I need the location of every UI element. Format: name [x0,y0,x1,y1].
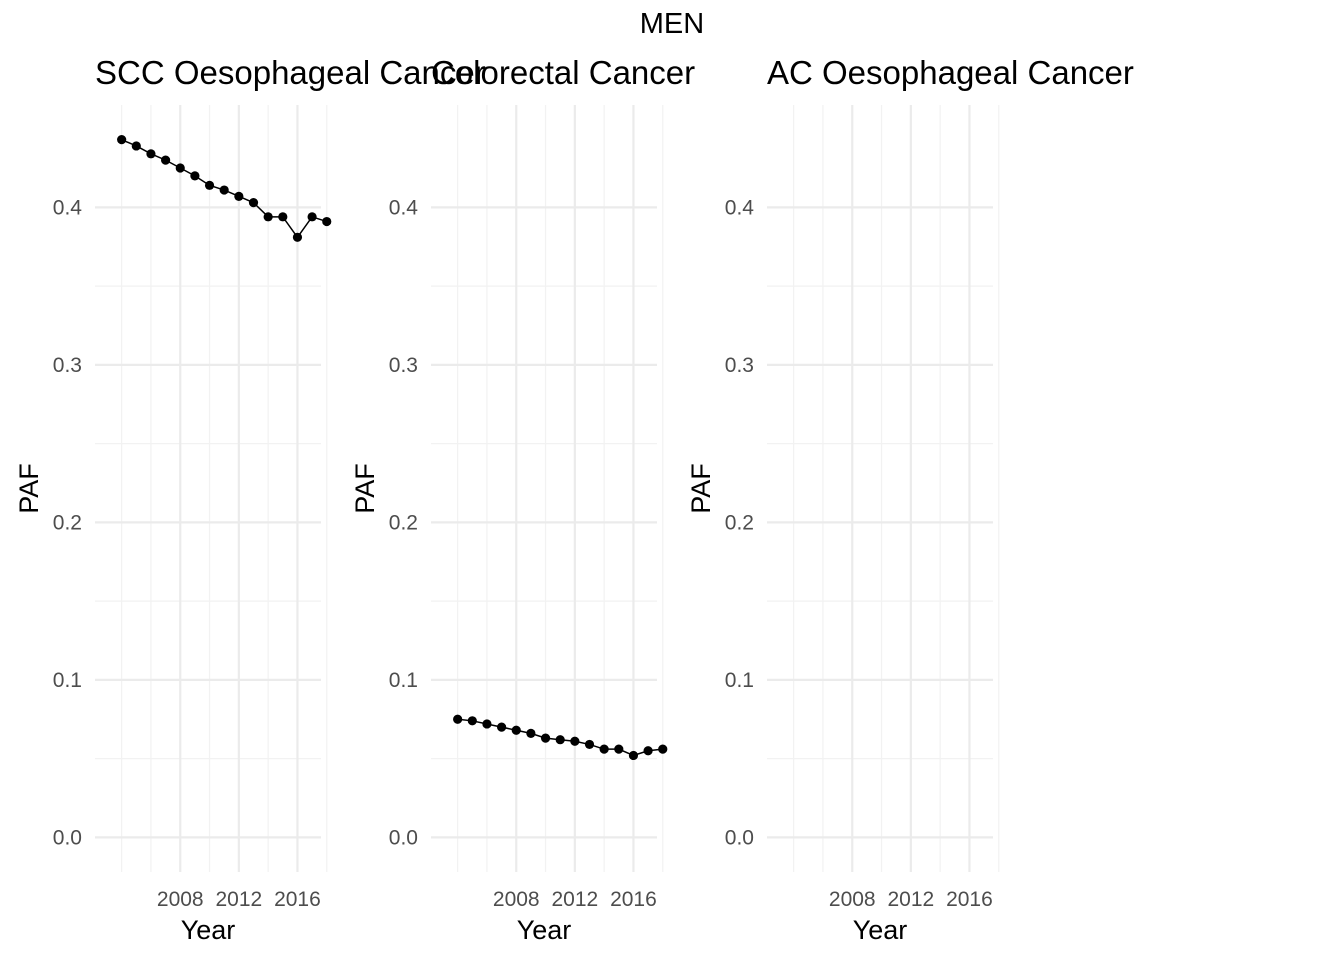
data-point [131,141,141,151]
data-point [161,155,171,165]
y-tick-label: 0.1 [389,669,418,692]
data-point [219,185,229,195]
x-tick-label: 2008 [493,888,540,911]
data-point [204,180,215,190]
data-point [263,212,273,222]
figure-title: MEN [640,8,704,40]
panel-title: AC Oesophageal Cancer [767,54,1134,91]
x-tick-label: 2012 [887,888,934,911]
x-tick-label: 2008 [157,888,204,911]
x-tick-label: 2016 [610,888,657,911]
data-point [555,735,565,745]
data-point [570,736,580,746]
data-point [248,198,259,208]
y-tick-label: 0.4 [725,196,755,219]
y-tick-label: 0.3 [389,354,418,377]
x-axis-title: Year [181,915,236,945]
x-tick-label: 2016 [946,888,993,911]
data-point [658,744,668,754]
y-axis-title: PAF [350,463,380,514]
y-tick-label: 0.0 [725,826,754,849]
y-tick-label: 0.4 [53,196,83,219]
data-point [467,716,477,726]
y-tick-label: 0.1 [725,669,754,692]
data-point [292,232,303,242]
data-point [497,722,507,732]
x-tick-label: 2016 [274,888,321,911]
y-axis-title: PAF [14,463,44,514]
data-point [584,739,595,750]
data-point [643,746,653,756]
x-tick-label: 2008 [829,888,876,911]
data-point [117,135,127,145]
chart-panel-3: 0.0 0.1 0.2 0.3 0.4 2008 2012 2016 Year PAF AC Oes… [686,54,1134,945]
y-tick-label: 0.2 [389,511,418,534]
data-point [234,191,244,201]
y-tick-label: 0.3 [725,354,754,377]
data-point [540,733,551,743]
chart-panels: 0.0 0.1 0.2 0.3 0.4 2008 2012 2016 Year PAF SCC Oe… [14,54,1134,945]
y-tick-label: 0.2 [53,511,82,534]
y-tick-label: 0.4 [389,196,419,219]
y-tick-label: 0.0 [53,826,82,849]
data-point [614,744,624,754]
x-axis-title: Year [517,915,572,945]
y-tick-label: 0.0 [389,826,418,849]
data-point [190,171,200,181]
y-tick-label: 0.1 [53,669,82,692]
data-point [146,149,156,159]
panel-title: SCC Oesophageal Cancer [95,54,486,91]
x-tick-label: 2012 [215,888,262,911]
data-point [278,212,288,222]
data-point [453,714,463,724]
data-point [175,163,185,173]
y-tick-label: 0.2 [725,511,754,534]
data-point [307,212,317,222]
data-point [511,725,521,735]
data-point [322,216,332,227]
data-point [482,719,492,729]
panel-title: Colorectal Cancer [431,54,695,91]
data-point [628,750,639,761]
chart-panel-1: 0.0 0.1 0.2 0.3 0.4 2008 2012 2016 Year PAF SCC Oe… [14,54,486,945]
x-axis-title: Year [853,915,908,945]
y-axis-title: PAF [686,463,716,514]
grid [431,105,664,872]
data-point [526,728,536,739]
chart-panel-2: 0.0 0.1 0.2 0.3 0.4 2008 2012 2016 Year PAF Colore… [350,54,695,945]
x-tick-label: 2012 [551,888,598,911]
y-tick-label: 0.3 [53,354,82,377]
grid [95,105,328,872]
grid [767,105,1000,872]
data-point [599,744,609,754]
